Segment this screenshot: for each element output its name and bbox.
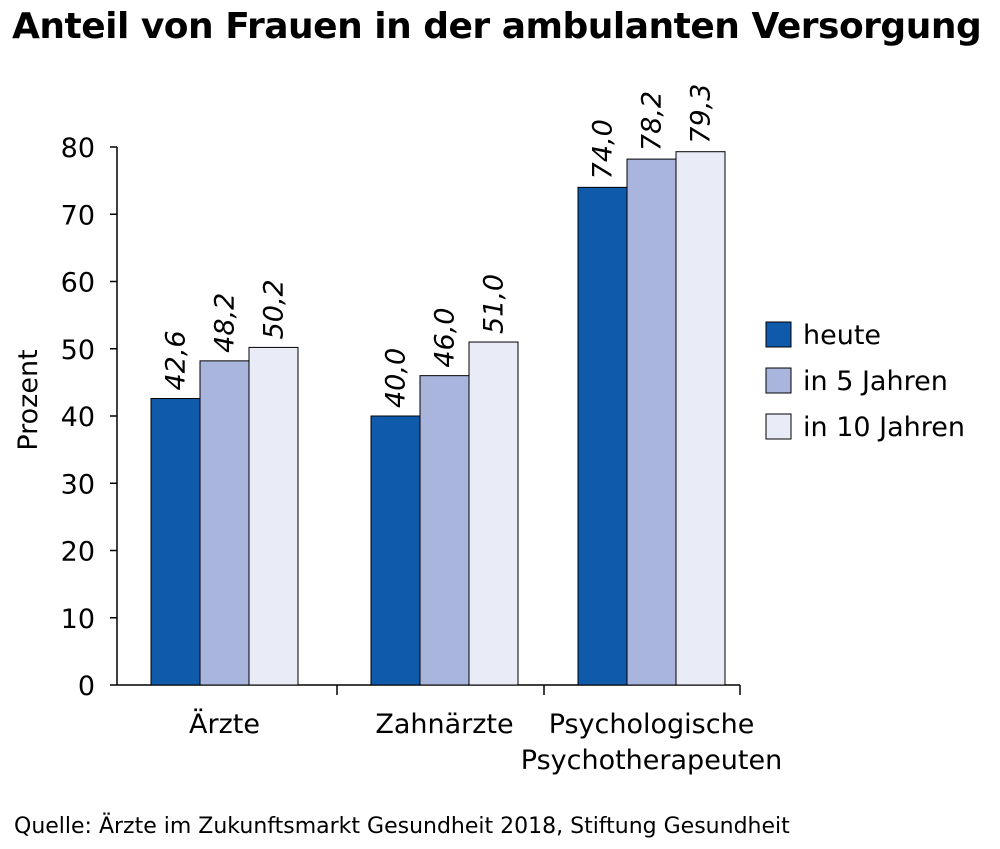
bar xyxy=(577,186,628,686)
x-tick-label: Psychotherapeuten xyxy=(521,745,782,776)
y-tick-label: 20 xyxy=(61,537,95,568)
bar xyxy=(419,375,470,686)
bar xyxy=(199,360,250,686)
bar xyxy=(150,398,201,686)
y-tick-label: 0 xyxy=(78,671,95,702)
data-label: 42,6 xyxy=(161,330,192,390)
legend-label: heute xyxy=(803,320,881,351)
legend-swatch xyxy=(765,321,792,348)
data-label: 40,0 xyxy=(381,348,412,408)
data-label: 48,2 xyxy=(210,293,241,353)
source-note: Quelle: Ärzte im Zukunftsmarkt Gesundhei… xyxy=(14,814,790,839)
data-label: 78,2 xyxy=(637,91,668,151)
chart-title: Anteil von Frauen in der ambulanten Vers… xyxy=(12,6,982,47)
x-tick-label: Psychologische xyxy=(549,709,755,740)
data-label: 79,3 xyxy=(686,84,717,144)
y-tick-label: 60 xyxy=(61,268,95,299)
legend-label: in 5 Jahren xyxy=(803,366,948,397)
legend-label: in 10 Jahren xyxy=(803,412,965,443)
data-label: 46,0 xyxy=(430,308,461,368)
data-label: 51,0 xyxy=(479,274,510,334)
y-axis-title: Prozent xyxy=(13,349,44,450)
y-tick-label: 50 xyxy=(61,335,95,366)
y-tick-label: 40 xyxy=(61,402,95,433)
data-label: 74,0 xyxy=(588,119,619,179)
legend-swatch xyxy=(765,367,792,394)
y-tick-label: 30 xyxy=(61,469,95,500)
x-tick-label: Ärzte xyxy=(189,708,260,740)
y-tick-label: 10 xyxy=(61,604,95,635)
data-label: 50,2 xyxy=(259,279,290,339)
bar xyxy=(370,415,421,686)
x-tick-label: Zahnärzte xyxy=(375,709,513,740)
y-tick-label: 70 xyxy=(61,200,95,231)
y-tick-label: 80 xyxy=(61,133,95,164)
legend-swatch xyxy=(765,413,792,440)
bar xyxy=(468,341,519,686)
bar xyxy=(626,158,677,686)
bar xyxy=(675,151,726,686)
bar xyxy=(248,346,299,686)
